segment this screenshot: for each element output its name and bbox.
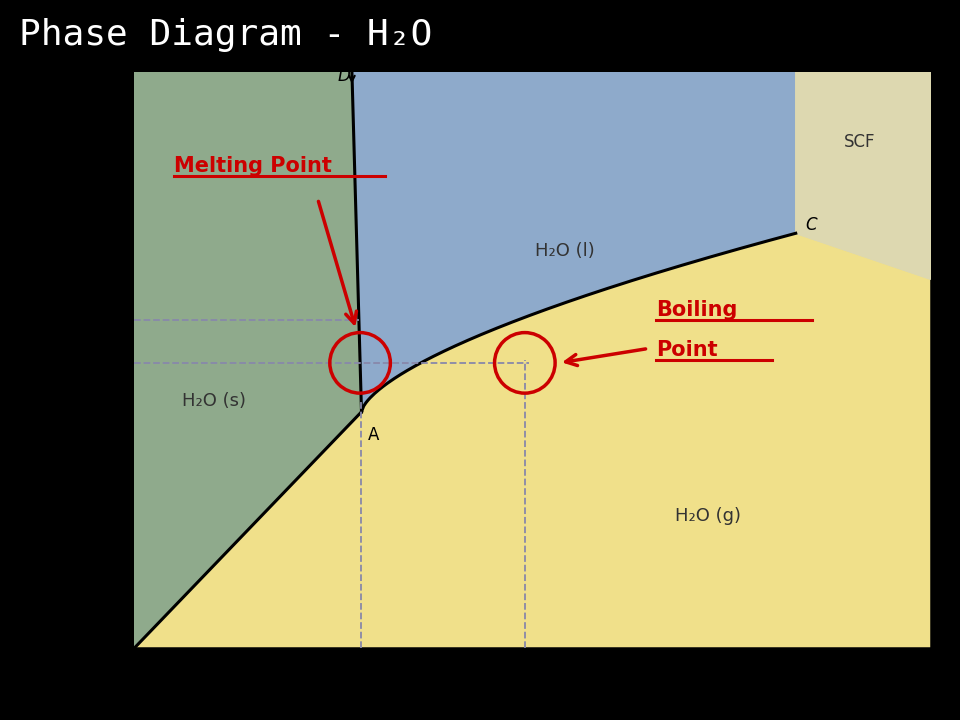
Text: H₂O (g): H₂O (g) xyxy=(675,508,741,526)
X-axis label: Temperature (not to scale): Temperature (not to scale) xyxy=(395,676,671,696)
Y-axis label: Pressure (not to scale): Pressure (not to scale) xyxy=(104,243,123,477)
Text: SCF: SCF xyxy=(844,133,876,151)
Text: Boiling: Boiling xyxy=(657,300,737,320)
Polygon shape xyxy=(134,72,362,648)
Polygon shape xyxy=(352,72,931,412)
Text: A: A xyxy=(368,426,379,444)
Text: Melting Point: Melting Point xyxy=(175,156,332,176)
Text: H₂O (s): H₂O (s) xyxy=(182,392,246,410)
Text: 0 °C: 0 °C xyxy=(344,671,379,689)
Polygon shape xyxy=(796,72,931,279)
Text: D: D xyxy=(338,67,350,85)
Text: 100 °C: 100 °C xyxy=(496,671,553,689)
Text: 1 atm: 1 atm xyxy=(78,354,127,372)
Text: H₂O (l): H₂O (l) xyxy=(535,243,594,261)
Text: Phase Diagram - H₂O: Phase Diagram - H₂O xyxy=(19,18,432,52)
Polygon shape xyxy=(796,72,931,279)
Text: C: C xyxy=(805,217,817,235)
Text: Point: Point xyxy=(657,340,718,360)
